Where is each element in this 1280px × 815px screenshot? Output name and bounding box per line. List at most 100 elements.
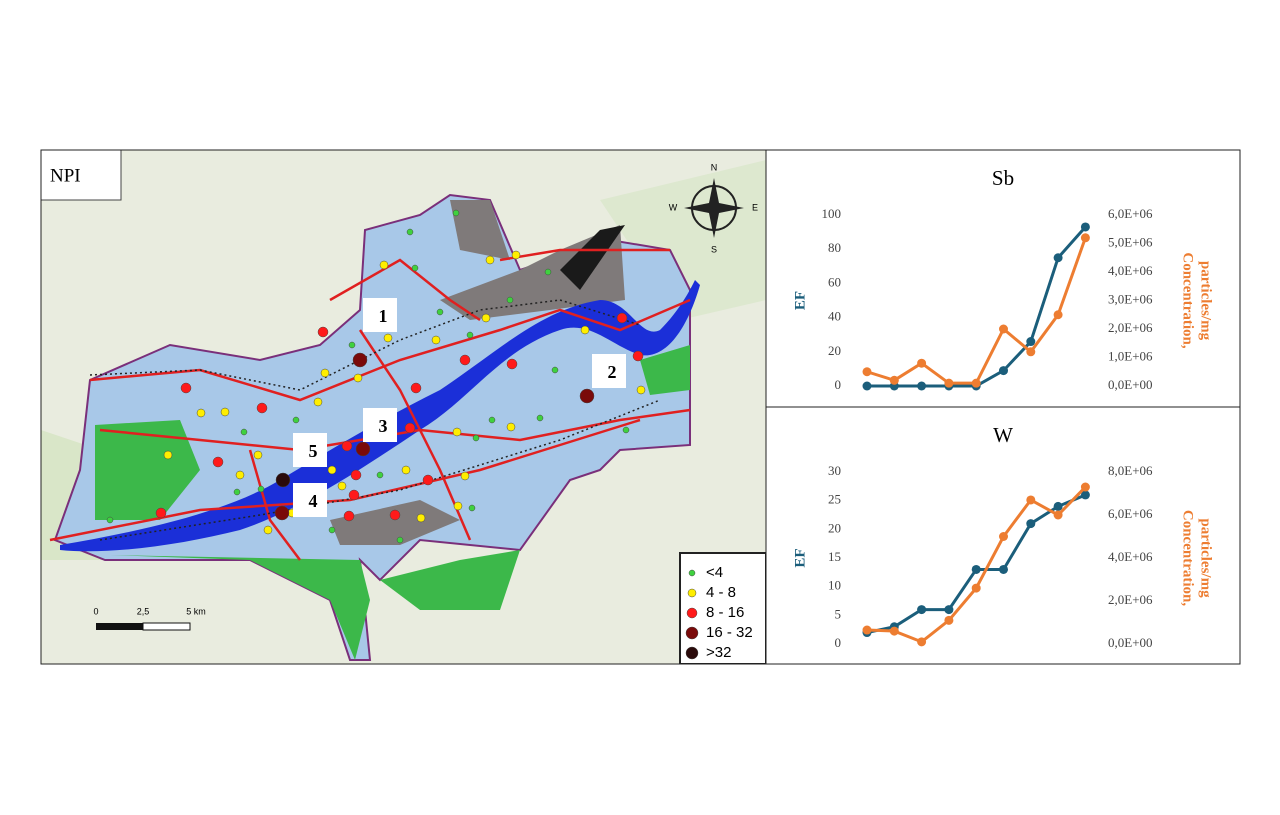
- legend-swatch: [687, 588, 697, 598]
- sampling-point: [263, 525, 273, 535]
- series-marker: [1080, 233, 1090, 243]
- map-label: NPI: [50, 165, 81, 186]
- sampling-point: [551, 366, 559, 374]
- forest: [600, 160, 766, 320]
- series-marker: [917, 358, 927, 368]
- legend-label: 4 - 8: [706, 584, 736, 601]
- y2-tick-label: 2,0E+06: [1108, 320, 1153, 335]
- legend-swatch: [686, 607, 698, 619]
- y-tick-label: 10: [828, 578, 841, 593]
- sampling-point: [406, 228, 414, 236]
- y-tick-label: 5: [835, 606, 842, 621]
- series-marker: [917, 381, 927, 391]
- industrial-area: [450, 200, 510, 260]
- sampling-point: [353, 373, 363, 383]
- chart-frame: [765, 406, 1241, 665]
- sampling-point: [404, 422, 416, 434]
- series-marker: [999, 366, 1008, 376]
- site-label: 3: [379, 416, 388, 436]
- sampling-point: [155, 507, 167, 519]
- sampling-point: [452, 427, 462, 437]
- y2-axis-label: particles/mg: [1198, 518, 1214, 598]
- sampling-point: [396, 536, 404, 544]
- sampling-point: [327, 465, 337, 475]
- legend: <4 4 - 8 8 - 16 16 - 32 >32: [685, 564, 753, 661]
- series-marker: [862, 367, 872, 377]
- legend-swatch: [685, 626, 699, 640]
- series-marker: [862, 381, 872, 391]
- sampling-point: [379, 260, 389, 270]
- series-marker: [889, 375, 899, 385]
- y-tick-label: 100: [822, 206, 842, 221]
- sampling-point: [410, 382, 422, 394]
- sampling-point: [544, 268, 552, 276]
- sampling-point: [481, 313, 491, 323]
- chart-title: W: [993, 423, 1013, 447]
- site-label: 5: [309, 441, 318, 461]
- sampling-point: [506, 358, 518, 370]
- series-marker: [971, 564, 981, 574]
- series-marker: [1080, 482, 1090, 492]
- compass-letter: N: [711, 162, 718, 172]
- sampling-point: [253, 450, 263, 460]
- sampling-point: [459, 354, 471, 366]
- y2-tick-label: 3,0E+06: [1108, 291, 1153, 306]
- legend-label: <4: [706, 564, 723, 581]
- y2-tick-label: 4,0E+06: [1108, 549, 1153, 564]
- sampling-point: [472, 434, 480, 442]
- sampling-point: [163, 450, 173, 460]
- sampling-point: [233, 488, 241, 496]
- y-axis-label: EF: [792, 291, 808, 310]
- sampling-point: [337, 481, 347, 491]
- series-marker: [889, 626, 899, 636]
- site-label-box: [293, 483, 327, 517]
- series-marker: [1053, 501, 1063, 511]
- sampling-point: [320, 368, 330, 378]
- series-marker: [1080, 490, 1090, 500]
- sampling-points: [106, 209, 646, 544]
- sampling-point: [511, 250, 521, 260]
- green-area: [95, 420, 200, 520]
- y2-axis-label: Concentration,: [1180, 252, 1196, 348]
- series-marker: [1053, 310, 1063, 320]
- series-marker: [999, 564, 1008, 574]
- sampling-point: [275, 472, 291, 488]
- series-line: [866, 493, 1086, 635]
- sampling-point: [220, 407, 230, 417]
- sampling-point: [616, 312, 628, 324]
- scale-label: 5 km: [186, 606, 206, 616]
- series-marker: [1026, 337, 1036, 347]
- series-marker: [862, 625, 872, 635]
- sampling-point: [431, 335, 441, 345]
- series-marker: [1080, 222, 1090, 232]
- site-label-box: [363, 298, 397, 332]
- series-marker: [1053, 510, 1063, 520]
- sampling-point: [180, 382, 192, 394]
- map: 1 2 3 4 5 NPI N E S W 0 2,5 5 km <4 4 - 8 8 - …: [41, 150, 766, 664]
- sampling-point: [274, 505, 290, 521]
- sampling-point: [416, 513, 426, 523]
- series-marker: [1053, 253, 1063, 263]
- y2-tick-label: 0,0E+00: [1108, 635, 1153, 650]
- y-tick-label: 20: [828, 520, 841, 535]
- industrial-area: [330, 500, 460, 545]
- sampling-point: [383, 333, 393, 343]
- sampling-point: [257, 485, 265, 493]
- sampling-point: [422, 474, 434, 486]
- series-marker: [944, 378, 954, 388]
- sampling-point: [579, 388, 595, 404]
- green-area: [380, 550, 520, 610]
- compass: N E S W: [669, 162, 758, 254]
- railway: [89, 299, 641, 391]
- site-labels: 1 2 3 4 5: [293, 298, 626, 517]
- chart-title: Sb: [992, 166, 1014, 190]
- sampling-point: [240, 428, 248, 436]
- sampling-point: [466, 331, 474, 339]
- sampling-point: [343, 510, 355, 522]
- y-tick-label: 25: [828, 492, 841, 507]
- y-tick-label: 0: [835, 635, 842, 650]
- map-label-box: [41, 150, 122, 201]
- site-label: 1: [379, 306, 388, 326]
- sampling-point: [376, 471, 384, 479]
